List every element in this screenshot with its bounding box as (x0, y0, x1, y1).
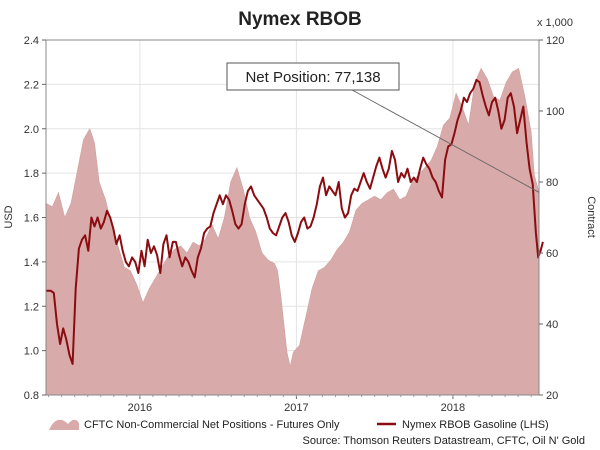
left-tick-label: 1.0 (24, 346, 39, 358)
left-axis-label: USD (3, 205, 15, 228)
right-tick-label: 80 (546, 177, 558, 189)
left-tick-label: 1.6 (24, 213, 39, 225)
right-tick-label: 100 (546, 106, 564, 118)
legend-area-label: CFTC Non-Commercial Net Positions - Futu… (84, 419, 340, 431)
legend-area-swatch (49, 419, 79, 430)
x-tick-label: 2017 (284, 402, 308, 414)
right-tick-label: 120 (546, 35, 564, 47)
right-tick-label: 60 (546, 248, 558, 260)
net-positions-area-shape (45, 67, 540, 396)
left-tick-label: 0.8 (24, 390, 39, 402)
right-tick-label: 20 (546, 390, 558, 402)
left-tick-label: 1.8 (24, 168, 39, 180)
right-axis-label: Contract (585, 196, 597, 238)
left-tick-label: 1.2 (24, 301, 39, 313)
net-positions-area (45, 67, 540, 396)
left-tick-label: 2.4 (24, 35, 39, 47)
left-tick-label: 1.4 (24, 257, 39, 269)
callout-box (226, 62, 400, 91)
callout-text: Net Position: 77,138 (245, 69, 380, 86)
x-tick-label: 2018 (441, 402, 465, 414)
callout-pointer (342, 84, 540, 193)
rbob-price-polyline (46, 78, 544, 365)
right-axis-unit: x 1,000 (537, 17, 573, 29)
chart-title: Nymex RBOB (238, 9, 362, 30)
legend-line-label: Nymex RBOB Gasoline (LHS) (402, 419, 549, 431)
right-tick-label: 40 (546, 319, 558, 331)
x-tick-label: 2016 (128, 402, 152, 414)
source-note: Source: Thomson Reuters Datastream, CFTC… (303, 435, 586, 447)
legend: CFTC Non-Commercial Net Positions - Futu… (49, 419, 549, 431)
net-position-callout: Net Position: 77,138 (226, 62, 540, 193)
rbob-price-line (46, 78, 544, 365)
left-tick-label: 2.0 (24, 124, 39, 136)
left-tick-label: 2.2 (24, 79, 39, 91)
axis-ticks: 0.8 1.0 1.2 1.4 1.6 1.8 2.0 2.2 2.4 20 40 60 80 100 12… (24, 35, 565, 414)
